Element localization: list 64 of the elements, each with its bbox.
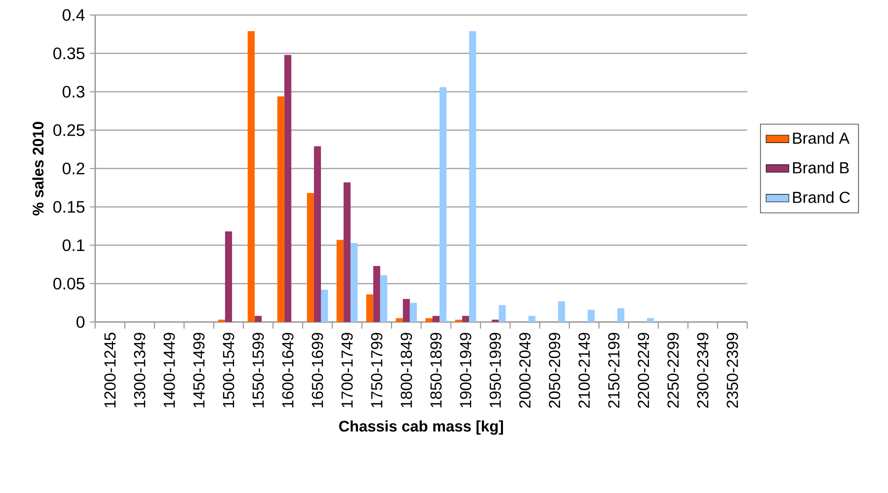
legend-label: Brand B [793, 162, 849, 174]
x-tick-label: 1300-1349 [134, 332, 146, 408]
bar [306, 193, 314, 322]
y-tick-label: 0.4 [62, 9, 85, 21]
bar [336, 240, 344, 322]
x-tick-label: 1600-1649 [282, 332, 294, 408]
bar [402, 298, 410, 322]
y-tick-label: 0.35 [53, 47, 84, 60]
x-axis-title: Chassis cab mass [kg] [339, 420, 503, 435]
bar [373, 266, 380, 322]
bar [254, 316, 262, 322]
bar [426, 318, 432, 322]
bar [284, 54, 292, 322]
y-tick-label: 0.1 [62, 239, 84, 252]
x-tick-label: 2200-2249 [638, 332, 650, 408]
bar [617, 308, 624, 322]
bar [588, 310, 595, 322]
y-tick-label: 0.3 [62, 86, 84, 98]
x-tick-label: 2000-2049 [519, 332, 531, 408]
x-tick-label: 2250-2299 [667, 332, 679, 408]
x-tick-label: 1750-1799 [371, 332, 382, 408]
x-tick-label: 1900-1949 [460, 332, 472, 408]
bar [558, 301, 566, 322]
bar [320, 290, 328, 322]
bar [225, 231, 232, 322]
x-tick-label: 1850-1899 [430, 332, 442, 408]
bar [432, 316, 440, 322]
bar [528, 316, 536, 322]
bar [344, 182, 351, 322]
y-tick-label: 0.05 [53, 278, 84, 290]
x-tick-label: 1450-1499 [193, 332, 205, 408]
bar [314, 146, 321, 322]
bar [462, 316, 470, 322]
y-tick-label: 0.2 [62, 162, 84, 174]
x-tick-label: 1200-1245 [104, 332, 116, 408]
legend-label: Brand C [793, 191, 850, 204]
bar [366, 294, 374, 322]
y-tick-label: 0.15 [53, 200, 84, 213]
y-axis-title: % sales 2010 [32, 122, 44, 216]
y-tick-label: 0.25 [53, 124, 84, 136]
x-tick-label: 1500-1549 [222, 332, 234, 408]
x-tick-label: 1950-1999 [490, 332, 501, 408]
x-tick-label: 2150-2199 [608, 332, 620, 408]
bar [350, 242, 358, 322]
bar [396, 318, 403, 322]
bar [440, 87, 447, 322]
x-tick-label: 2050-2099 [548, 332, 560, 408]
x-tick-label: 1800-1849 [400, 332, 412, 408]
bar [248, 31, 255, 322]
bar [380, 275, 388, 322]
x-tick-label: 2100-2149 [578, 332, 590, 408]
x-tick-label: 1400-1449 [164, 332, 175, 408]
bar [646, 318, 654, 322]
x-tick-label: 2300-2349 [697, 332, 708, 408]
bar [410, 302, 417, 322]
x-tick-label: 2350-2399 [726, 332, 738, 408]
x-tick-label: 1550-1599 [252, 332, 264, 408]
bar [498, 305, 506, 322]
y-tick-label: 0 [76, 316, 84, 328]
legend-label: Brand A [793, 132, 850, 144]
x-tick-label: 1700-1749 [341, 332, 353, 408]
x-tick-label: 1650-1699 [312, 332, 324, 408]
bar [469, 31, 476, 322]
bar [277, 96, 284, 322]
